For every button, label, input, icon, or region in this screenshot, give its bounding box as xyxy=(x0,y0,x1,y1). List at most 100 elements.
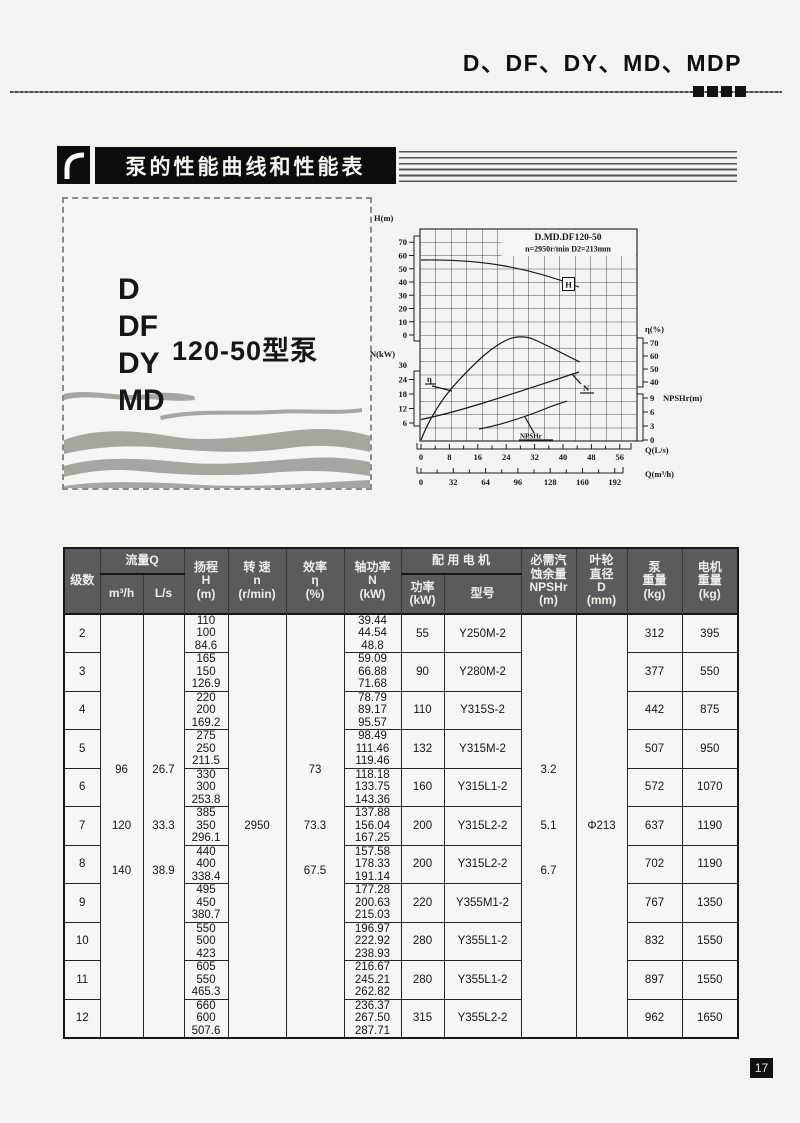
head-cell: 385 350 296.1 xyxy=(183,806,229,846)
efficiency-curve xyxy=(420,336,581,441)
h-axis-tick: 20 xyxy=(399,304,408,314)
series-label: MD xyxy=(118,384,165,417)
motor-kw-cell: 220 xyxy=(400,883,445,923)
pump-weight-cell: 897 xyxy=(626,960,683,1000)
q-m3h-tick: 96 xyxy=(514,477,523,487)
shaft-power-cell: 137.88 156.04 167.25 xyxy=(343,806,402,846)
head-cell: 660 600 507.6 xyxy=(183,998,229,1039)
eta-axis-tick: 40 xyxy=(650,377,659,387)
flow-value: 38.9 xyxy=(152,864,175,877)
stage-cell: 3 xyxy=(63,652,101,692)
impeller-dia-value: Φ213 xyxy=(587,819,616,832)
shaft-power-cell: 196.97 222.92 238.93 xyxy=(343,921,402,962)
stage-cell: 8 xyxy=(63,844,101,885)
h-axis-label: H(m) xyxy=(374,213,394,223)
motor-weight-cell: 1190 xyxy=(681,806,739,846)
head-cell: 550 500 423 xyxy=(183,921,229,962)
rule-square-icon xyxy=(721,86,732,97)
eta-leader-line xyxy=(431,385,453,392)
motor-weight-cell: 875 xyxy=(681,690,739,731)
q-ls-tick: 56 xyxy=(616,452,625,462)
n-axis-tick: 18 xyxy=(399,389,408,399)
flow-value: 33.3 xyxy=(152,819,175,832)
col-npsh: 必需汽 蚀余量 NPSHr (m) xyxy=(520,547,577,615)
motor-model-cell: Y315S-2 xyxy=(443,690,522,731)
motor-weight-cell: 1190 xyxy=(681,844,739,885)
col-flow-m3h: m³/h xyxy=(99,573,144,615)
npsh-axis xyxy=(637,393,648,442)
motor-kw-cell: 280 xyxy=(400,960,445,1000)
flow-value: 26.7 xyxy=(152,764,175,777)
col-head: 扬程 H (m) xyxy=(183,547,229,615)
col-pump-weight: 泵 重量 (kg) xyxy=(626,547,683,615)
motor-model-cell: Y355L2-2 xyxy=(443,998,522,1039)
shaft-power-cell: 118.18 133.75 143.36 xyxy=(343,767,402,808)
col-motor-kw: 功率 (kW) xyxy=(400,573,445,615)
q-m3h-tick: 32 xyxy=(449,477,458,487)
eta-axis-tick: 60 xyxy=(650,351,659,361)
q-ls-tick: 40 xyxy=(559,452,568,462)
npsh-curve-label: NPSHr xyxy=(520,433,542,441)
h-axis-tick: 50 xyxy=(399,264,408,274)
speed-column: 2950 xyxy=(227,614,287,1038)
q-m3h-tick: 128 xyxy=(544,477,557,487)
npsh-value: 5.1 xyxy=(540,819,557,832)
head-cell: 220 200 169.2 xyxy=(183,690,229,731)
shaft-power-cell: 39.44 44.54 48.8 xyxy=(343,613,402,654)
h-axis xyxy=(409,235,420,342)
h-axis-tick: 70 xyxy=(399,237,408,247)
pump-weight-cell: 312 xyxy=(626,613,683,654)
head-cell: 165 150 126.9 xyxy=(183,652,229,692)
efficiency-value: 67.5 xyxy=(303,864,327,877)
head-cell: 110 100 84.6 xyxy=(183,613,229,654)
col-speed: 转 速 n (r/min) xyxy=(227,547,287,615)
col-motor-weight: 电机 重量 (kg) xyxy=(681,547,739,615)
rule-square-icon xyxy=(735,86,746,97)
q-ls-tick: 32 xyxy=(530,452,539,462)
table-row: 4 220 200 169.2 78.79 89.17 95.57 110 Y3… xyxy=(63,690,739,731)
col-impeller-dia: 叶轮 直径 D (mm) xyxy=(575,547,628,615)
q-ls-axis-label: Q(L/s) xyxy=(645,445,669,455)
head-cell: 605 550 465.3 xyxy=(183,960,229,1000)
h-axis-tick: 30 xyxy=(399,290,408,300)
npsh-value: 3.2 xyxy=(540,764,557,777)
page-number: 17 xyxy=(750,1058,773,1078)
motor-model-cell: Y315L2-2 xyxy=(443,806,522,846)
performance-chart: D.MD.DF120-50 n=2950r/min D2=213mm H(m) … xyxy=(370,213,702,487)
power-curve xyxy=(420,371,580,421)
stage-cell: 5 xyxy=(63,729,101,769)
n-axis-tick: 24 xyxy=(399,375,408,385)
efficiency-column: 73 73.3 67.5 xyxy=(285,614,345,1038)
eta-curve-label: η xyxy=(427,374,432,384)
shaft-power-cell: 98.49 111.46 119.46 xyxy=(343,729,402,769)
col-efficiency: 效率 η (%) xyxy=(285,547,345,615)
motor-weight-cell: 1070 xyxy=(681,767,739,808)
head-cell: 495 450 380.7 xyxy=(183,883,229,923)
motor-model-cell: Y315M-2 xyxy=(443,729,522,769)
motor-weight-cell: 395 xyxy=(681,613,739,654)
motor-weight-cell: 950 xyxy=(681,729,739,769)
q-m3h-tick: 0 xyxy=(419,477,423,487)
stage-cell: 11 xyxy=(63,960,101,1000)
eta-axis xyxy=(637,337,648,388)
eta-axis-tick: 70 xyxy=(650,338,659,348)
q-m3h-axis xyxy=(416,467,624,474)
curves xyxy=(420,259,594,441)
q-m3h-tick: 192 xyxy=(608,477,621,487)
head-cell: 440 400 338.4 xyxy=(183,844,229,885)
series-label: D xyxy=(118,273,140,306)
n-axis-tick: 30 xyxy=(399,360,408,370)
pump-weight-cell: 962 xyxy=(626,998,683,1039)
n-axis-tick: 6 xyxy=(403,418,407,428)
n-axis-label: N(kW) xyxy=(370,349,395,359)
motor-kw-cell: 315 xyxy=(400,998,445,1039)
motor-model-cell: Y315L1-2 xyxy=(443,767,522,808)
motor-kw-cell: 55 xyxy=(400,613,445,654)
pump-weight-cell: 572 xyxy=(626,767,683,808)
head-cell: 275 250 211.5 xyxy=(183,729,229,769)
q-ls-tick: 24 xyxy=(502,452,511,462)
section-corner-icon xyxy=(57,146,90,184)
table-row: 2 96 120 140 26.7 33.3 38.9 110 100 84.6 xyxy=(63,613,739,1038)
n-axis xyxy=(409,370,420,427)
shaft-power-cell: 177.28 200.63 215.03 xyxy=(343,883,402,923)
